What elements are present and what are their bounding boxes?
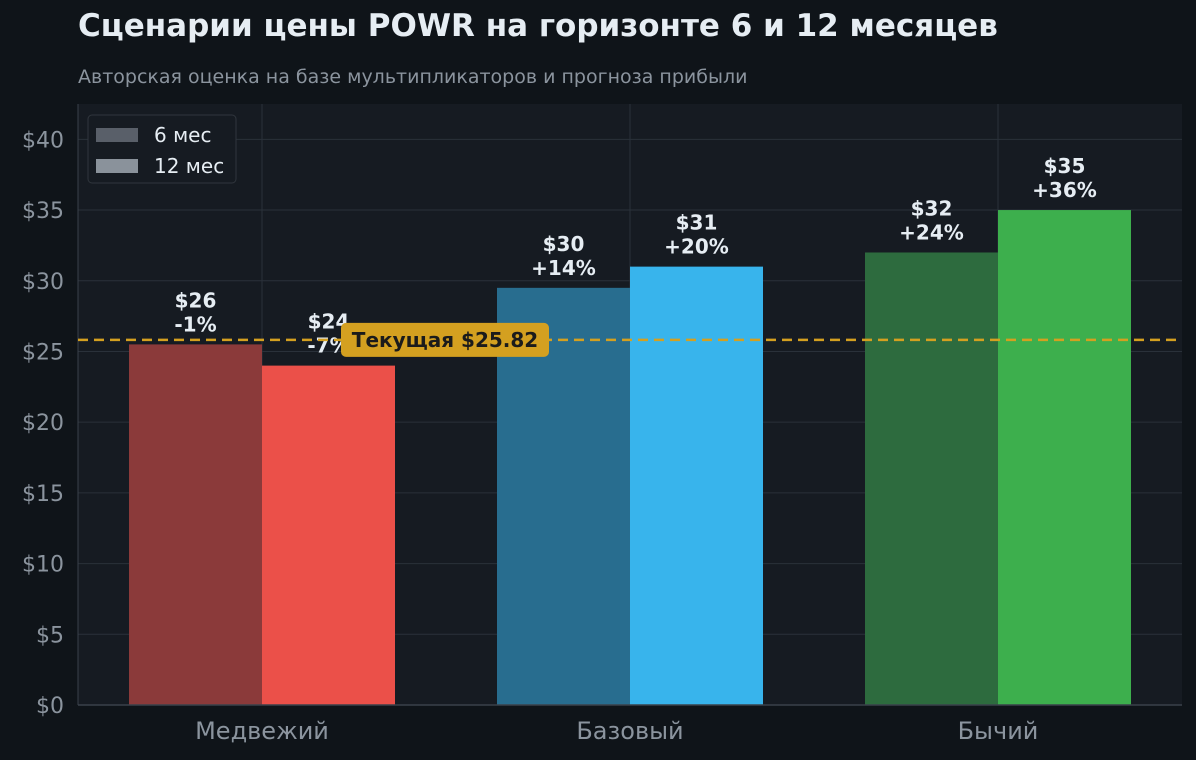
- bar-data-label: -1%: [174, 312, 216, 336]
- x-category-label: Медвежий: [195, 717, 329, 745]
- bar-data-label: +36%: [1032, 178, 1097, 202]
- y-tick-label: $20: [22, 411, 64, 436]
- bar-data-label: $31: [676, 211, 718, 235]
- legend-swatch: [96, 159, 138, 173]
- y-tick-label: $15: [22, 482, 64, 507]
- y-tick-label: $10: [22, 553, 64, 578]
- y-tick-label: $30: [22, 270, 64, 295]
- bar: [630, 266, 763, 705]
- chart-subtitle: Авторская оценка на базе мультипликаторо…: [78, 66, 748, 88]
- bar-data-label: $30: [543, 232, 585, 256]
- legend-label: 6 мес: [154, 123, 211, 147]
- y-tick-label: $5: [36, 623, 64, 648]
- legend-swatch: [96, 128, 138, 142]
- bar: [129, 344, 262, 705]
- bar: [497, 287, 630, 705]
- current-price-label: Текущая $25.82: [352, 328, 538, 352]
- bar: [998, 210, 1131, 705]
- y-tick-label: $0: [36, 694, 64, 719]
- legend-label: 12 мес: [154, 154, 224, 178]
- bar-data-label: +14%: [531, 256, 596, 280]
- y-tick-label: $40: [22, 128, 64, 153]
- bar: [865, 252, 998, 705]
- bar-data-label: +20%: [664, 235, 729, 259]
- bar-data-label: $26: [175, 288, 217, 312]
- bar-data-label: $35: [1044, 154, 1086, 178]
- x-category-label: Бычий: [958, 717, 1039, 745]
- bar: [262, 365, 395, 705]
- bar-data-label: +24%: [899, 220, 964, 244]
- chart-title: Сценарии цены POWR на горизонте 6 и 12 м…: [78, 8, 998, 44]
- x-category-label: Базовый: [576, 717, 683, 745]
- y-tick-label: $35: [22, 199, 64, 224]
- y-tick-label: $25: [22, 340, 64, 365]
- bar-data-label: $32: [911, 196, 953, 220]
- current-price-badge: [341, 322, 549, 357]
